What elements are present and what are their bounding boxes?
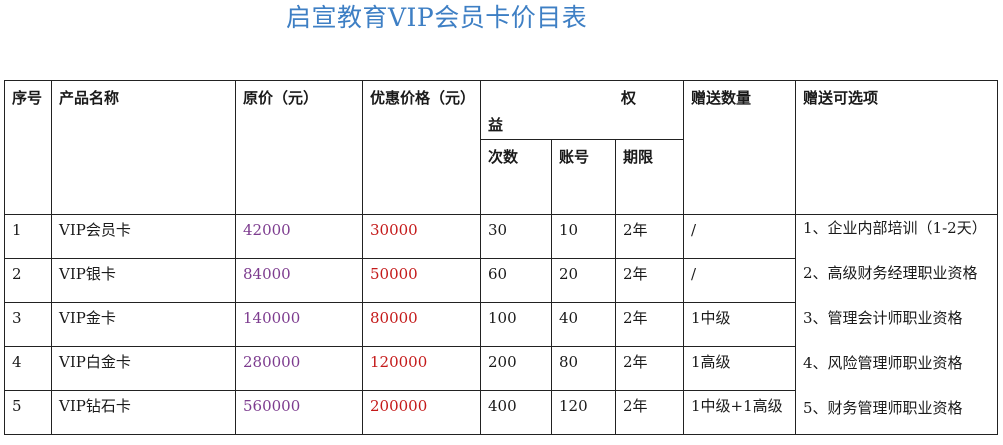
table-row: 5 VIP钻石卡 560000 200000 400 120 2年 1中级+1高… bbox=[4, 390, 998, 435]
cell-period: 2年 bbox=[615, 258, 684, 303]
header-accounts: 账号 bbox=[551, 139, 616, 215]
cell-accounts: 40 bbox=[551, 302, 616, 347]
header-rights-top: 权 bbox=[620, 89, 636, 107]
cell-original-price: 280000 bbox=[235, 346, 363, 391]
cell-seq: 3 bbox=[4, 302, 52, 347]
cell-gift-quantity: / bbox=[683, 258, 796, 303]
cell-original-price: 84000 bbox=[235, 258, 363, 303]
table-row: 4 VIP白金卡 280000 120000 200 80 2年 1高级 bbox=[4, 346, 998, 391]
cell-times: 200 bbox=[480, 346, 552, 391]
header-rights: 权 益 bbox=[480, 80, 684, 140]
cell-times: 60 bbox=[480, 258, 552, 303]
cell-accounts: 20 bbox=[551, 258, 616, 303]
cell-seq: 5 bbox=[4, 390, 52, 435]
cell-product: VIP银卡 bbox=[51, 258, 236, 303]
header-rights-bottom: 益 bbox=[488, 116, 504, 134]
header-seq: 序号 bbox=[4, 80, 52, 215]
table-row: 3 VIP金卡 140000 80000 100 40 2年 1中级 bbox=[4, 302, 998, 347]
cell-gift-quantity: / bbox=[683, 214, 796, 259]
cell-times: 30 bbox=[480, 214, 552, 259]
subheader-row: 次数 账号 期限 bbox=[5, 139, 998, 215]
price-table: 序号 产品名称 原价（元） 优惠价格（元） 权 益 赠送数量 赠送可选项 次数 … bbox=[4, 80, 998, 435]
header-period: 期限 bbox=[615, 139, 684, 215]
page-title: 启宣教育VIP会员卡价目表 bbox=[286, 3, 588, 32]
cell-accounts: 10 bbox=[551, 214, 616, 259]
cell-period: 2年 bbox=[615, 390, 684, 435]
header-times: 次数 bbox=[480, 139, 552, 215]
header-gift-quantity: 赠送数量 bbox=[683, 80, 796, 215]
cell-discount-price: 120000 bbox=[362, 346, 481, 391]
cell-times: 100 bbox=[480, 302, 552, 347]
cell-times: 400 bbox=[480, 390, 552, 435]
header-gift-options: 赠送可选项 bbox=[795, 80, 998, 215]
gift-options-cell: 1、企业内部培训（1-2天） 2、高级财务经理职业资格 3、管理会计师职业资格 … bbox=[795, 214, 998, 435]
gift-option: 2、高级财务经理职业资格 bbox=[803, 264, 978, 282]
cell-gift-quantity: 1中级 bbox=[683, 302, 796, 347]
gift-option: 3、管理会计师职业资格 bbox=[803, 309, 963, 327]
cell-original-price: 560000 bbox=[235, 390, 363, 435]
header-row: 序号 产品名称 原价（元） 优惠价格（元） 权 益 赠送数量 赠送可选项 bbox=[4, 80, 998, 215]
cell-product: VIP白金卡 bbox=[51, 346, 236, 391]
table-row: 1 VIP会员卡 42000 30000 30 10 2年 / 1、企业内部培训… bbox=[4, 214, 998, 435]
header-original-price: 原价（元） bbox=[235, 80, 363, 215]
gift-option: 5、财务管理师职业资格 bbox=[803, 399, 963, 417]
cell-seq: 2 bbox=[4, 258, 52, 303]
cell-product: VIP会员卡 bbox=[51, 214, 236, 259]
cell-gift-quantity: 1高级 bbox=[683, 346, 796, 391]
cell-accounts: 120 bbox=[551, 390, 616, 435]
cell-discount-price: 30000 bbox=[362, 214, 481, 259]
cell-period: 2年 bbox=[615, 214, 684, 259]
table-row: 2 VIP银卡 84000 50000 60 20 2年 / bbox=[4, 258, 998, 303]
cell-product: VIP金卡 bbox=[51, 302, 236, 347]
cell-product: VIP钻石卡 bbox=[51, 390, 236, 435]
cell-original-price: 140000 bbox=[235, 302, 363, 347]
cell-discount-price: 200000 bbox=[362, 390, 481, 435]
cell-seq: 1 bbox=[4, 214, 52, 259]
cell-discount-price: 80000 bbox=[362, 302, 481, 347]
cell-period: 2年 bbox=[615, 302, 684, 347]
gift-option: 1、企业内部培训（1-2天） bbox=[803, 219, 987, 237]
cell-gift-quantity: 1中级+1高级 bbox=[683, 390, 796, 435]
cell-seq: 4 bbox=[4, 346, 52, 391]
gift-option: 4、风险管理师职业资格 bbox=[803, 354, 963, 372]
header-discount-price: 优惠价格（元） bbox=[362, 80, 481, 215]
cell-period: 2年 bbox=[615, 346, 684, 391]
cell-original-price: 42000 bbox=[235, 214, 363, 259]
cell-discount-price: 50000 bbox=[362, 258, 481, 303]
cell-accounts: 80 bbox=[551, 346, 616, 391]
header-product: 产品名称 bbox=[51, 80, 236, 215]
